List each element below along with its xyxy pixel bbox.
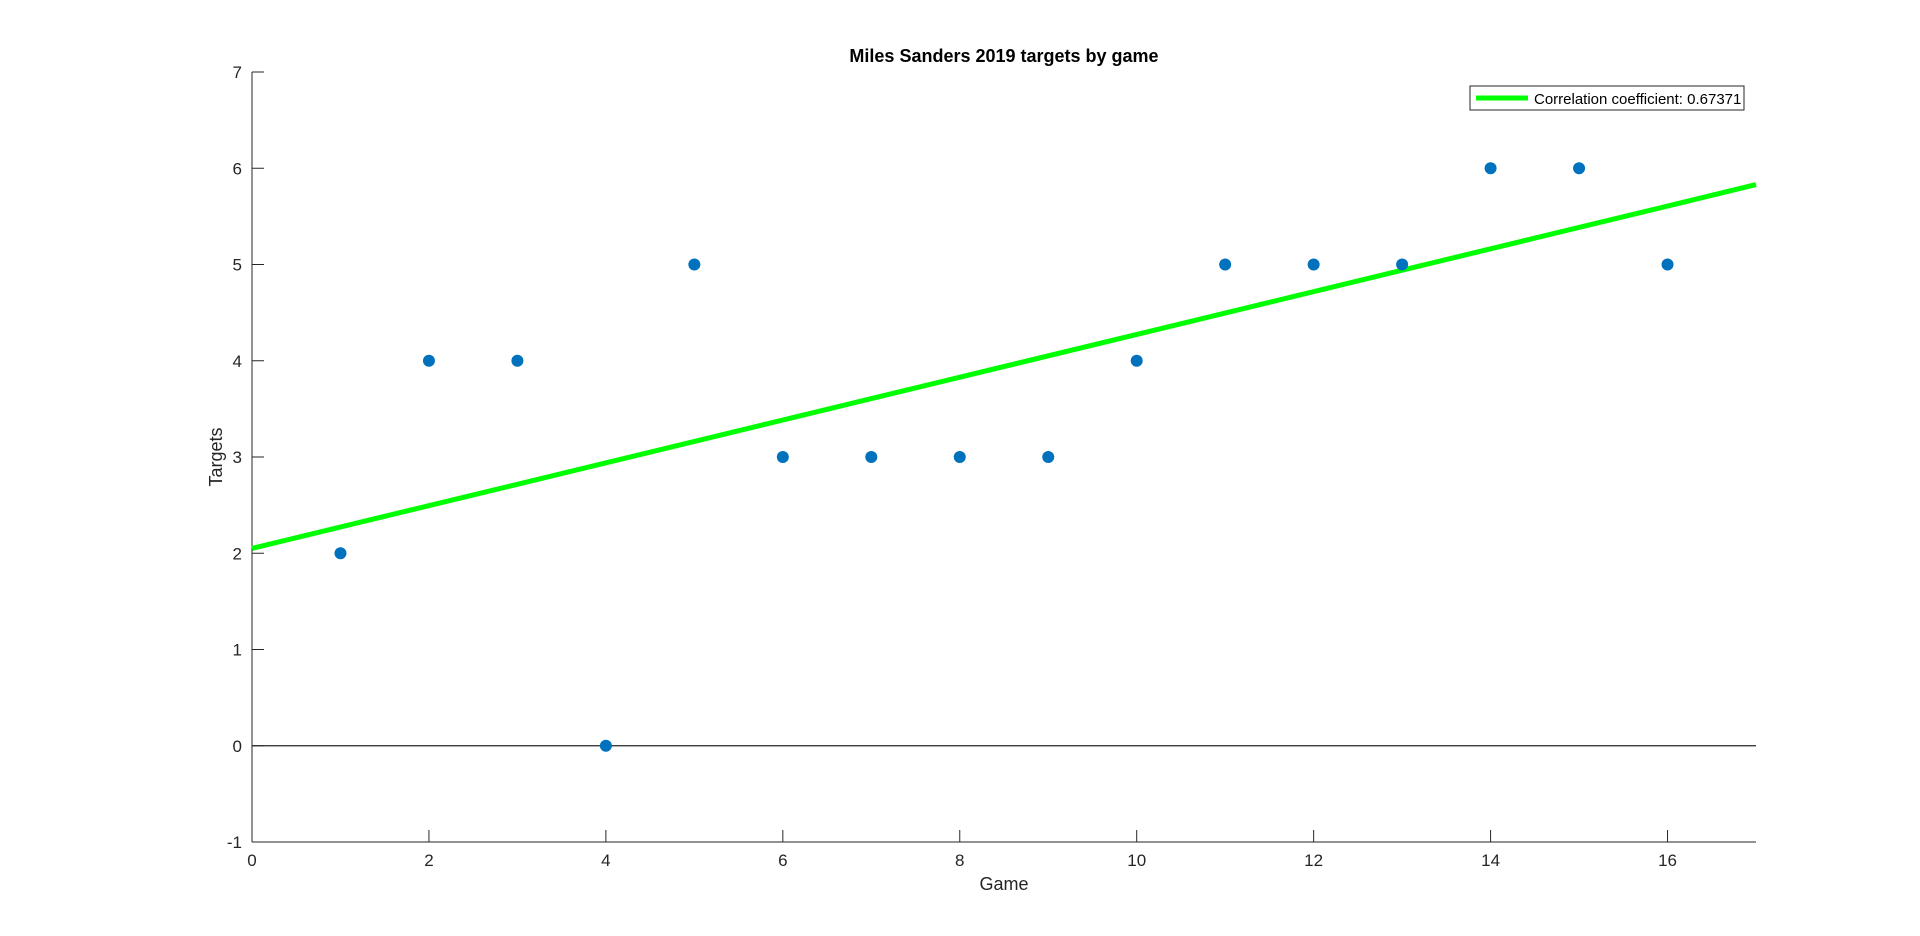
- data-point: [334, 547, 347, 560]
- y-tick-label: 2: [233, 544, 242, 563]
- data-point: [776, 451, 789, 463]
- x-tick-label: 2: [424, 851, 433, 870]
- data-point: [1042, 451, 1055, 463]
- data-point: [688, 258, 701, 271]
- y-tick-label: 3: [233, 448, 242, 467]
- data-point: [1661, 258, 1674, 271]
- y-axis-label: Targets: [206, 427, 226, 486]
- data-point: [1130, 354, 1143, 367]
- y-tick-label: 1: [233, 641, 242, 660]
- data-point: [1484, 162, 1497, 175]
- data-point: [1307, 258, 1320, 271]
- x-tick-label: 10: [1127, 851, 1146, 870]
- y-tick-label: 7: [233, 63, 242, 82]
- data-point: [422, 354, 435, 367]
- data-point: [953, 451, 966, 463]
- x-tick-label: 4: [601, 851, 610, 870]
- x-axis-label: Game: [979, 874, 1028, 894]
- chart-title: Miles Sanders 2019 targets by game: [849, 46, 1158, 66]
- y-tick-label: 6: [233, 159, 242, 178]
- data-points: [334, 162, 1674, 752]
- fit-line: [251, 182, 1757, 551]
- data-point: [865, 451, 878, 463]
- x-tick-label: 12: [1304, 851, 1323, 870]
- legend: Correlation coefficient: 0.67371: [1469, 85, 1745, 111]
- y-tick-label: 5: [233, 256, 242, 275]
- fit-line-layer: [251, 182, 1757, 551]
- x-tick-label: 0: [247, 851, 256, 870]
- data-point: [1573, 162, 1586, 175]
- y-tick-label: -1: [227, 833, 242, 852]
- y-tick-label: 0: [233, 737, 242, 756]
- legend-entry-label: Correlation coefficient: 0.67371: [1534, 91, 1741, 108]
- data-point: [1219, 258, 1232, 271]
- y-tick-label: 4: [233, 352, 242, 371]
- x-tick-label: 6: [778, 851, 787, 870]
- data-point: [599, 739, 612, 752]
- x-tick-label: 8: [955, 851, 964, 870]
- data-point: [1396, 258, 1409, 271]
- x-tick-label: 16: [1658, 851, 1677, 870]
- data-point: [511, 354, 524, 367]
- x-tick-label: 14: [1481, 851, 1500, 870]
